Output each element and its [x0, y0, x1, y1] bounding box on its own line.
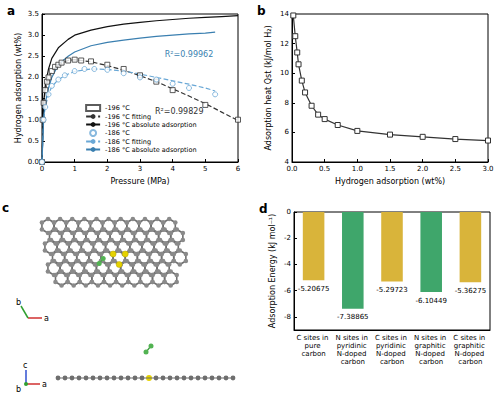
- svg-text:Adsorption heat Qst (kJ/mol H₂: Adsorption heat Qst (kJ/mol H₂): [264, 25, 273, 150]
- svg-text:0.5: 0.5: [28, 137, 39, 145]
- svg-text:2.0: 2.0: [28, 73, 39, 81]
- svg-text:N-doped: N-doped: [415, 350, 447, 358]
- svg-text:4: 4: [284, 158, 289, 166]
- svg-text:2.5: 2.5: [450, 165, 461, 173]
- svg-text:-2: -2: [284, 234, 291, 242]
- svg-text:graphitic: graphitic: [454, 342, 487, 350]
- svg-text:2.0: 2.0: [417, 165, 428, 173]
- svg-text:8: 8: [285, 99, 289, 107]
- svg-text:3: 3: [138, 165, 142, 173]
- svg-text:-186 °C: -186 °C: [105, 129, 130, 137]
- svg-text:-196 °C absolute adsorption: -196 °C absolute adsorption: [105, 121, 196, 129]
- svg-text:pyridinic: pyridinic: [376, 342, 408, 350]
- svg-text:C sites in: C sites in: [375, 334, 409, 342]
- svg-text:N sites in: N sites in: [336, 334, 371, 342]
- svg-text:0: 0: [40, 165, 44, 173]
- svg-text:b: b: [16, 385, 21, 394]
- svg-text:R²=0.99962: R²=0.99962: [165, 50, 214, 59]
- svg-text:2: 2: [105, 165, 109, 173]
- svg-text:0.0: 0.0: [286, 165, 297, 173]
- svg-text:N-doped: N-doped: [454, 350, 486, 358]
- svg-text:-8: -8: [284, 313, 291, 321]
- svg-text:-5.36275: -5.36275: [455, 287, 486, 295]
- svg-text:-196 °C fitting: -196 °C fitting: [105, 113, 151, 121]
- svg-text:N-doped: N-doped: [337, 350, 369, 358]
- svg-text:-5.29723: -5.29723: [376, 286, 407, 294]
- svg-text:carbon: carbon: [380, 358, 404, 366]
- svg-text:-6.10449: -6.10449: [415, 297, 446, 305]
- svg-text:b: b: [16, 298, 21, 307]
- svg-text:graphitic: graphitic: [415, 342, 448, 350]
- svg-text:Adsorption Energy (kJ mol⁻¹): Adsorption Energy (kJ mol⁻¹): [268, 214, 277, 328]
- svg-text:1: 1: [72, 165, 76, 173]
- svg-text:C sites in: C sites in: [296, 334, 330, 342]
- svg-text:2.5: 2.5: [28, 52, 39, 60]
- svg-text:R²=0.99829: R²=0.99829: [155, 107, 204, 116]
- svg-text:1.5: 1.5: [28, 95, 39, 103]
- svg-text:c: c: [23, 361, 27, 370]
- svg-text:-4: -4: [284, 260, 292, 268]
- svg-text:1.0: 1.0: [28, 116, 39, 124]
- svg-text:10: 10: [280, 69, 289, 77]
- svg-text:carbon: carbon: [341, 358, 365, 366]
- svg-text:-186 °C fitting: -186 °C fitting: [105, 138, 151, 146]
- svg-text:-7.38865: -7.38865: [337, 313, 368, 321]
- svg-text:Hydrogen adsorption (wt%): Hydrogen adsorption (wt%): [14, 33, 23, 143]
- svg-text:pure: pure: [305, 342, 323, 350]
- svg-text:carbon: carbon: [302, 350, 326, 358]
- svg-text:a: a: [7, 4, 15, 18]
- svg-text:6: 6: [236, 165, 241, 173]
- svg-text:Hydrogen adsorption (wt%): Hydrogen adsorption (wt%): [335, 177, 445, 186]
- svg-text:14: 14: [280, 10, 289, 18]
- svg-text:-6: -6: [284, 287, 292, 295]
- svg-text:b: b: [257, 4, 266, 18]
- svg-text:3.5: 3.5: [28, 10, 39, 18]
- svg-text:6: 6: [285, 128, 290, 136]
- svg-text:N-doped: N-doped: [376, 350, 408, 358]
- svg-text:1.0: 1.0: [352, 165, 363, 173]
- svg-text:C sites in: C sites in: [453, 334, 487, 342]
- svg-text:0: 0: [287, 208, 291, 216]
- svg-text:-186 °C absolute adsorption: -186 °C absolute adsorption: [105, 146, 196, 154]
- svg-text:c: c: [2, 201, 9, 215]
- svg-text:12: 12: [280, 40, 289, 48]
- svg-text:-5.20675: -5.20675: [298, 285, 329, 293]
- svg-text:pyridinic: pyridinic: [337, 342, 369, 350]
- svg-text:0.5: 0.5: [319, 165, 330, 173]
- svg-text:4: 4: [170, 165, 175, 173]
- svg-text:carbon: carbon: [419, 358, 443, 366]
- svg-text:0.0: 0.0: [28, 158, 39, 166]
- svg-text:5: 5: [203, 165, 207, 173]
- svg-text:carbon: carbon: [458, 358, 482, 366]
- svg-text:N sites in: N sites in: [414, 334, 449, 342]
- svg-text:a: a: [44, 314, 49, 323]
- svg-text:d: d: [259, 202, 268, 216]
- svg-text:-196 °C: -196 °C: [105, 104, 130, 112]
- svg-text:3.0: 3.0: [28, 31, 39, 39]
- svg-text:Pressure (MPa): Pressure (MPa): [110, 177, 169, 186]
- svg-text:1.5: 1.5: [384, 165, 395, 173]
- svg-text:3.0: 3.0: [482, 165, 493, 173]
- svg-text:a: a: [42, 380, 47, 389]
